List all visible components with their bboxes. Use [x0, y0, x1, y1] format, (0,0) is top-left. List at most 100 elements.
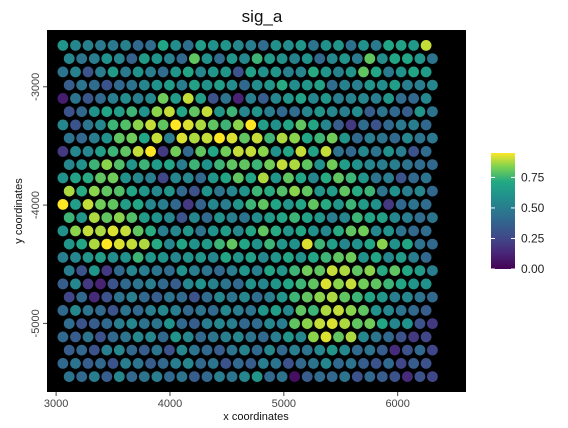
- spot: [151, 185, 163, 197]
- spot: [214, 344, 225, 356]
- spot: [376, 291, 388, 303]
- spot: [176, 318, 188, 329]
- spot: [289, 79, 300, 91]
- spot: [301, 185, 313, 197]
- spot: [301, 265, 313, 276]
- spot: [189, 185, 200, 197]
- spot: [214, 371, 225, 382]
- spot: [201, 371, 213, 382]
- spot: [232, 172, 244, 184]
- spot: [113, 185, 125, 197]
- spot: [113, 371, 125, 382]
- spot: [320, 66, 332, 78]
- spot: [257, 199, 269, 210]
- spot: [63, 265, 75, 276]
- spot: [351, 344, 363, 356]
- spot: [126, 159, 138, 171]
- spot: [320, 358, 332, 369]
- spot: [358, 66, 369, 78]
- spot: [145, 305, 157, 316]
- spot: [264, 106, 275, 117]
- spot: [88, 291, 100, 303]
- spot: [170, 252, 182, 263]
- spot: [295, 93, 307, 104]
- spot: [164, 79, 175, 91]
- spot: [95, 40, 106, 51]
- spot: [145, 119, 157, 131]
- spot: [408, 66, 419, 78]
- spot: [76, 132, 88, 144]
- spot: [364, 265, 376, 276]
- spot: [339, 132, 351, 144]
- spot: [126, 371, 138, 382]
- spot: [414, 238, 426, 250]
- spot: [151, 238, 163, 250]
- spot: [88, 159, 100, 171]
- spot: [157, 199, 169, 210]
- spot: [420, 305, 432, 316]
- spot: [427, 159, 438, 171]
- spot: [107, 305, 119, 316]
- spot: [408, 172, 419, 184]
- spot: [270, 199, 282, 210]
- spot: [138, 371, 150, 382]
- spot: [408, 146, 419, 157]
- spot: [358, 305, 369, 316]
- spot: [126, 344, 138, 356]
- spot: [276, 159, 288, 171]
- spot: [70, 66, 81, 78]
- spot: [395, 199, 407, 210]
- spot: [301, 318, 313, 329]
- spot: [358, 40, 369, 51]
- spot: [176, 238, 188, 250]
- spot: [276, 238, 288, 250]
- spot: [314, 291, 326, 303]
- spot: [314, 318, 326, 329]
- spot: [283, 66, 294, 78]
- spot: [195, 199, 207, 210]
- spot: [264, 185, 275, 197]
- spot: [95, 331, 106, 343]
- spot: [345, 331, 357, 343]
- spot: [295, 146, 307, 157]
- spot: [176, 344, 188, 356]
- spot: [289, 106, 300, 117]
- spot: [151, 212, 163, 224]
- spot: [351, 371, 363, 382]
- spot: [314, 53, 326, 64]
- spot: [351, 106, 363, 117]
- spot: [101, 265, 113, 276]
- spot: [170, 93, 182, 104]
- spot: [276, 185, 288, 197]
- spot: [164, 318, 175, 329]
- spot: [270, 305, 282, 316]
- spot: [145, 225, 157, 237]
- spot: [351, 185, 363, 197]
- spot: [308, 146, 319, 157]
- spot: [245, 119, 257, 131]
- spot: [295, 172, 307, 184]
- spot: [402, 185, 413, 197]
- spot: [70, 358, 81, 369]
- spot: [414, 265, 426, 276]
- spot: [408, 358, 419, 369]
- spot: [389, 159, 401, 171]
- spot: [151, 344, 163, 356]
- spot: [113, 344, 125, 356]
- spot: [63, 238, 75, 250]
- spot: [95, 66, 106, 78]
- spot: [82, 331, 94, 343]
- spot: [345, 66, 357, 78]
- spot: [220, 331, 232, 343]
- spot: [189, 159, 200, 171]
- spot: [326, 185, 338, 197]
- spot: [207, 40, 219, 51]
- spot: [226, 344, 238, 356]
- spot: [251, 159, 263, 171]
- spot: [132, 278, 144, 290]
- spot: [283, 199, 294, 210]
- spot: [276, 79, 288, 91]
- spot: [113, 265, 125, 276]
- spot: [107, 331, 119, 343]
- spot: [420, 199, 432, 210]
